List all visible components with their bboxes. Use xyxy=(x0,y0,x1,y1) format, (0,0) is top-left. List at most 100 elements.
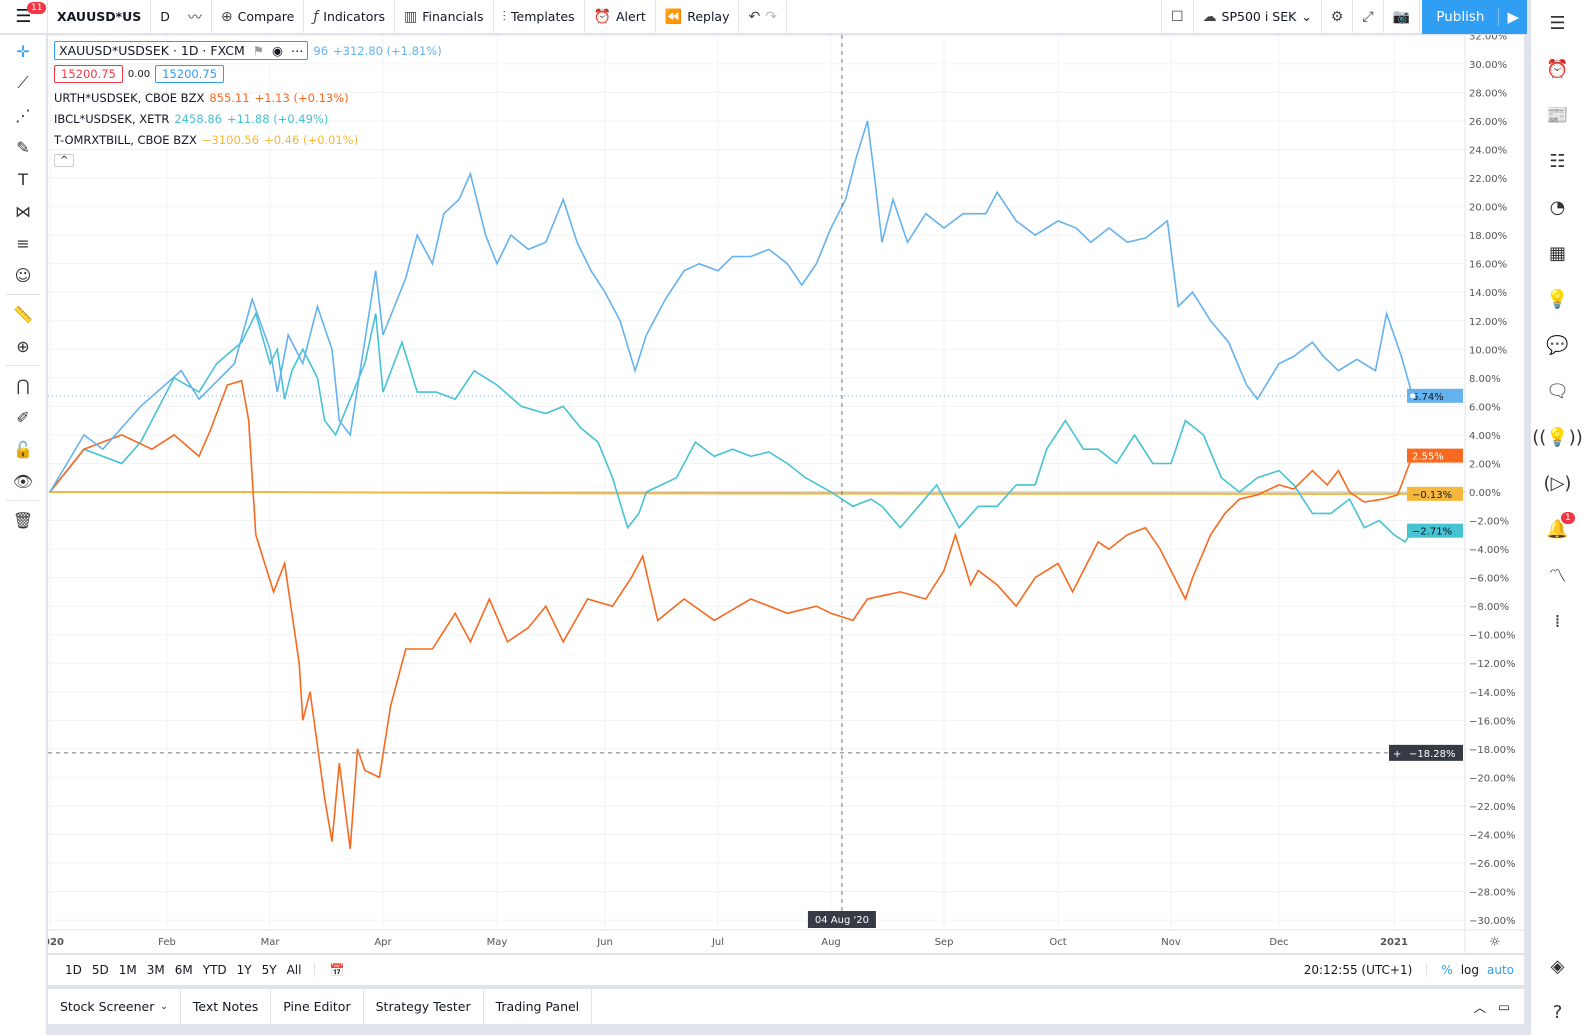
fullscreen-button[interactable]: ⤢ xyxy=(1353,0,1384,34)
range-ytd[interactable]: YTD xyxy=(202,963,227,977)
undo-redo: ↶ ↷ xyxy=(739,0,787,34)
tab-strategy-tester[interactable]: Strategy Tester xyxy=(364,989,484,1024)
auto-toggle[interactable]: auto xyxy=(1486,963,1514,977)
axis-settings-icon[interactable]: ☼ xyxy=(1489,935,1501,950)
log-toggle[interactable]: log xyxy=(1460,963,1479,977)
eye-icon[interactable]: ◉ xyxy=(271,43,283,58)
settings-button[interactable]: ⚙ xyxy=(1322,0,1354,34)
idea-stream-icon[interactable]: ((💡)) xyxy=(1532,426,1583,448)
range-5d[interactable]: 5D xyxy=(91,963,109,977)
range-all[interactable]: All xyxy=(286,963,302,977)
range-1d[interactable]: 1D xyxy=(65,963,82,977)
legend-series-row[interactable]: IBCL*USDSEK, XETR 2458.86 +11.88 (+0.49%) xyxy=(54,108,442,129)
layout-name: SP500 i SEK xyxy=(1221,9,1297,24)
y-tick-label: 22.00% xyxy=(1469,174,1507,185)
crosshair-icon[interactable]: ✛ xyxy=(16,41,30,61)
legend-series-row[interactable]: T-OMRXTBILL, CBOE BZX −3100.56 +0.46 (+0.0… xyxy=(54,129,442,150)
undo-icon[interactable]: ↶ xyxy=(748,8,761,25)
eye-icon[interactable]: 👁 xyxy=(12,471,34,491)
x-tick-label: Dec xyxy=(1269,937,1288,948)
flag-icon[interactable]: ⚑ xyxy=(252,43,264,58)
legend-series-row[interactable]: URTH*USDSEK, CBOE BZX 855.11 +1.13 (+0.13%… xyxy=(54,87,442,108)
trash-icon[interactable]: 🗑 xyxy=(12,510,34,530)
lock-icon[interactable]: 🔓 xyxy=(13,439,33,459)
emoji-icon[interactable]: ☺ xyxy=(14,265,32,285)
ruler-icon[interactable]: 📏 xyxy=(13,304,33,324)
series-change: +0.46 (+0.01%) xyxy=(264,132,359,147)
compare-button[interactable]: ⊕ Compare xyxy=(212,0,305,34)
range-6m[interactable]: 6M xyxy=(174,963,193,977)
select-layout-button[interactable]: ☐ xyxy=(1160,0,1194,34)
line-chart-icon[interactable]: 〰 xyxy=(187,9,202,26)
chevron-up-icon[interactable]: ︿ xyxy=(1473,1000,1487,1015)
tab-trading-panel[interactable]: Trading Panel xyxy=(484,989,593,1024)
layout-name-button[interactable]: ☁ SP500 i SEK ⌄ xyxy=(1194,0,1322,34)
calendar-pie-icon[interactable]: ◔ xyxy=(1549,196,1566,218)
news-icon[interactable]: 📰 xyxy=(1546,104,1569,126)
buy-button[interactable]: 15200.75 xyxy=(155,65,225,83)
crosshair-date-bg xyxy=(807,911,876,928)
trend-line-icon[interactable]: ⟋ xyxy=(17,73,29,92)
chat-icon[interactable]: 💬 xyxy=(1546,334,1569,356)
menu-button[interactable]: ☰ 11 xyxy=(0,0,48,34)
streams-icon[interactable]: (▷) xyxy=(1543,472,1572,494)
goto-date-icon[interactable]: 📅 xyxy=(314,963,344,977)
indicators-button[interactable]: ƒ Indicators xyxy=(304,0,396,34)
range-1y[interactable]: 1Y xyxy=(236,963,252,977)
bell-icon[interactable]: 🔔 1 xyxy=(1531,506,1584,552)
lock-pencil-icon[interactable]: ✐ xyxy=(16,407,30,427)
pattern-icon[interactable]: ⋈ xyxy=(15,201,31,221)
tab-pine-editor[interactable]: Pine Editor xyxy=(271,989,364,1024)
redo-icon[interactable]: ↷ xyxy=(765,8,777,25)
series-line-urthusdsek xyxy=(49,379,1414,849)
last-value-tag xyxy=(1407,388,1463,403)
maximize-panel-icon[interactable]: ▭ xyxy=(1498,999,1510,1014)
alarm-clock-icon[interactable]: ⏰ xyxy=(1546,58,1569,80)
x-tick-label: Apr xyxy=(374,937,392,948)
messages-icon[interactable]: 🗨 xyxy=(1546,380,1569,402)
trading-icon[interactable]: 〽 xyxy=(1548,566,1567,587)
range-5y[interactable]: 5Y xyxy=(261,963,277,977)
chart-pane[interactable]: 32.00% 30.00% 28.00% 26.00% 24.00% 22.00% 20.0… xyxy=(48,35,1524,953)
series-line-tomrxtbill xyxy=(50,491,1413,495)
help-icon[interactable]: ? xyxy=(1552,1001,1563,1023)
main-symbol-legend[interactable]: XAUUSD*USDSEK · 1D · FXCM ⚑ ◉ ⋯ xyxy=(54,41,309,60)
y-tick-label: 28.00% xyxy=(1469,88,1507,99)
play-circle-icon[interactable]: ▶ xyxy=(1498,8,1527,26)
zoom-in-icon[interactable]: ⊕ xyxy=(16,336,30,356)
tab-label: Strategy Tester xyxy=(375,999,471,1014)
more-icon[interactable]: ⋯ xyxy=(290,43,304,58)
percent-toggle[interactable]: % xyxy=(1441,963,1453,977)
layers-icon[interactable]: ◈ xyxy=(1550,955,1565,977)
text-icon[interactable]: T xyxy=(18,169,28,189)
x-tick-label: Oct xyxy=(1049,937,1066,948)
y-tick-label: 2.00% xyxy=(1469,459,1501,470)
fib-icon[interactable]: ⋰ xyxy=(15,105,31,125)
brush-icon[interactable]: ✎ xyxy=(16,137,30,157)
watchlist-icon[interactable]: ☰ xyxy=(1549,12,1566,34)
prediction-icon[interactable]: ≡ xyxy=(16,233,30,253)
symbol-search[interactable]: XAUUSD*US xyxy=(48,0,152,34)
replay-button[interactable]: ⏪ Replay xyxy=(656,0,740,34)
templates-icon: ⫶ xyxy=(502,8,507,25)
alert-button[interactable]: ⏰ Alert xyxy=(585,0,656,34)
range-1m[interactable]: 1M xyxy=(118,963,137,977)
dom-icon[interactable]: ⁞ xyxy=(1554,610,1561,632)
publish-button[interactable]: Publish xyxy=(1436,9,1485,25)
calendar-icon[interactable]: ▦ xyxy=(1548,242,1566,264)
templates-button[interactable]: ⫶ Templates xyxy=(494,0,585,34)
tab-text-notes[interactable]: Text Notes xyxy=(181,989,272,1024)
sell-button[interactable]: 15200.75 xyxy=(54,65,123,83)
bell-badge: 1 xyxy=(1561,512,1575,524)
financials-button[interactable]: ▥ Financials xyxy=(395,0,494,34)
ideas-icon[interactable]: 💡 xyxy=(1546,288,1569,310)
snapshot-button[interactable]: 📷 xyxy=(1384,0,1420,34)
tab-stock-screener[interactable]: Stock Screener ⌄ xyxy=(48,989,181,1024)
crosshair-value: −18.28% xyxy=(1409,749,1456,760)
interval-button[interactable]: D 〰 xyxy=(151,0,212,34)
magnet-icon[interactable]: ⋂ xyxy=(16,375,30,395)
hotlist-icon[interactable]: ☷ xyxy=(1549,150,1566,172)
main-value: 96 xyxy=(313,43,329,58)
range-3m[interactable]: 3M xyxy=(146,963,165,977)
collapse-legend-button[interactable]: ^ xyxy=(54,154,75,167)
